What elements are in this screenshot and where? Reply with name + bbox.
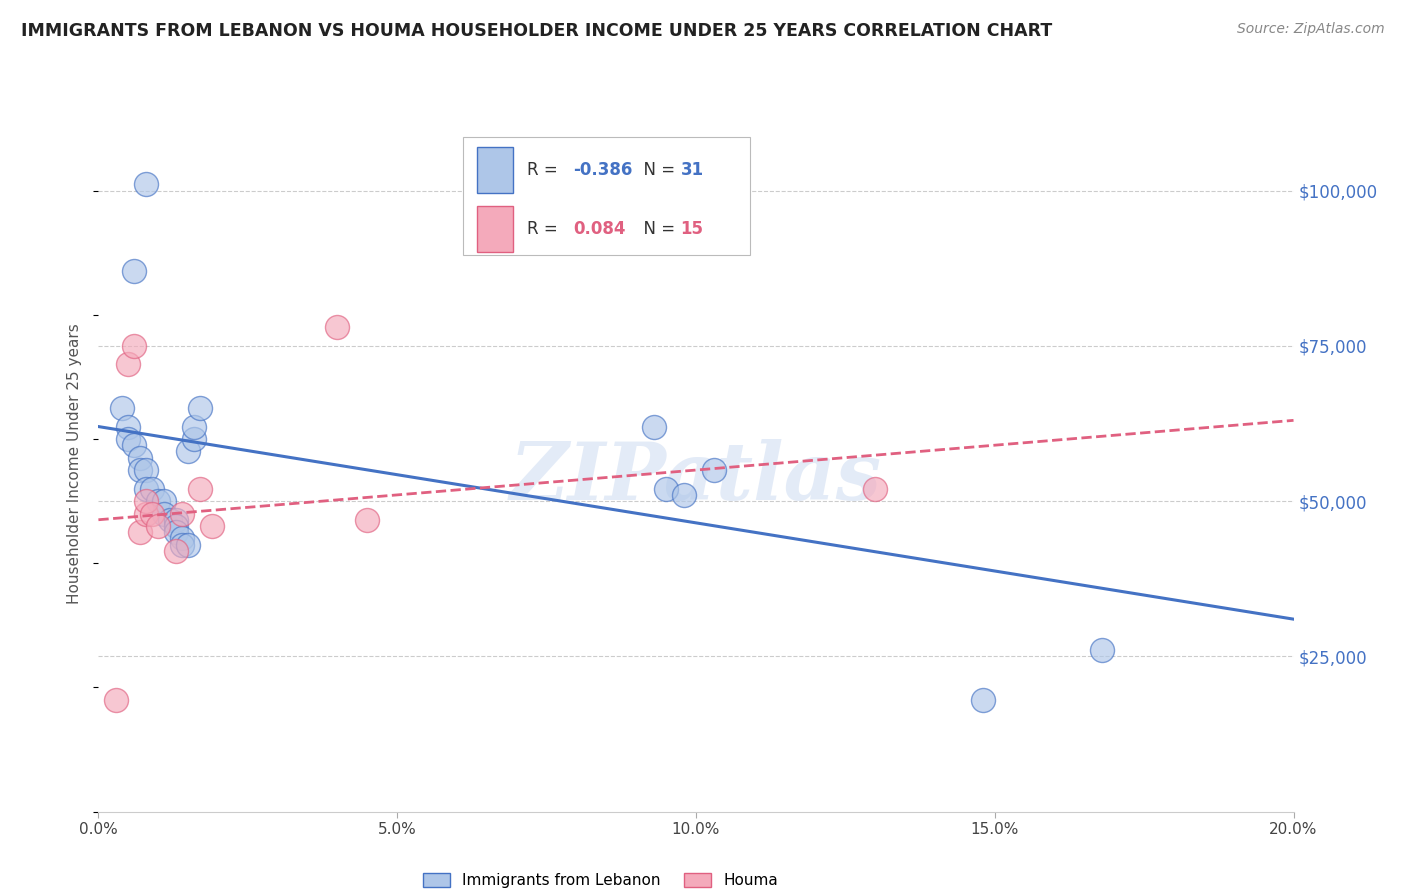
Point <box>703 463 725 477</box>
Point <box>117 358 139 372</box>
Point <box>129 450 152 465</box>
Point <box>865 482 887 496</box>
Text: -0.386: -0.386 <box>572 161 633 179</box>
Point <box>141 507 163 521</box>
Point <box>135 507 157 521</box>
Point <box>124 339 146 353</box>
Point <box>177 444 200 458</box>
Text: R =: R = <box>527 220 564 238</box>
Point <box>135 482 157 496</box>
Point <box>159 513 181 527</box>
Text: 0.084: 0.084 <box>572 220 626 238</box>
Point <box>129 463 152 477</box>
Point <box>135 463 157 477</box>
Text: Source: ZipAtlas.com: Source: ZipAtlas.com <box>1237 22 1385 37</box>
Point <box>165 513 187 527</box>
Y-axis label: Householder Income Under 25 years: Householder Income Under 25 years <box>67 324 83 604</box>
Text: IMMIGRANTS FROM LEBANON VS HOUMA HOUSEHOLDER INCOME UNDER 25 YEARS CORRELATION C: IMMIGRANTS FROM LEBANON VS HOUMA HOUSEHO… <box>21 22 1052 40</box>
Point <box>117 419 139 434</box>
Point <box>188 401 211 415</box>
Point <box>135 178 157 192</box>
Point <box>124 438 146 452</box>
Point <box>165 525 187 540</box>
Point <box>1091 643 1114 657</box>
Point <box>148 519 170 533</box>
Point <box>148 494 170 508</box>
Point <box>673 488 696 502</box>
Point <box>326 320 349 334</box>
Point <box>117 432 139 446</box>
Text: 15: 15 <box>681 220 703 238</box>
Point <box>165 543 187 558</box>
FancyBboxPatch shape <box>477 147 513 193</box>
Point <box>177 538 200 552</box>
Point <box>135 494 157 508</box>
Point <box>172 532 194 546</box>
Point <box>643 419 665 434</box>
Point <box>655 482 678 496</box>
Legend: Immigrants from Lebanon, Houma: Immigrants from Lebanon, Houma <box>416 867 785 892</box>
Point <box>153 494 176 508</box>
Point <box>172 538 194 552</box>
Text: 31: 31 <box>681 161 703 179</box>
Point <box>188 482 211 496</box>
Point <box>141 482 163 496</box>
Point <box>972 693 994 707</box>
Point <box>105 693 128 707</box>
Text: N =: N = <box>633 161 681 179</box>
Point <box>129 525 152 540</box>
Point <box>183 432 205 446</box>
FancyBboxPatch shape <box>463 136 749 255</box>
FancyBboxPatch shape <box>477 206 513 252</box>
Point <box>356 513 378 527</box>
Point <box>201 519 224 533</box>
Point <box>111 401 134 415</box>
Point <box>183 419 205 434</box>
Text: R =: R = <box>527 161 564 179</box>
Point <box>172 507 194 521</box>
Point <box>124 264 146 278</box>
Point <box>165 519 187 533</box>
Text: N =: N = <box>633 220 681 238</box>
Text: ZIPatlas: ZIPatlas <box>510 439 882 516</box>
Point <box>153 507 176 521</box>
